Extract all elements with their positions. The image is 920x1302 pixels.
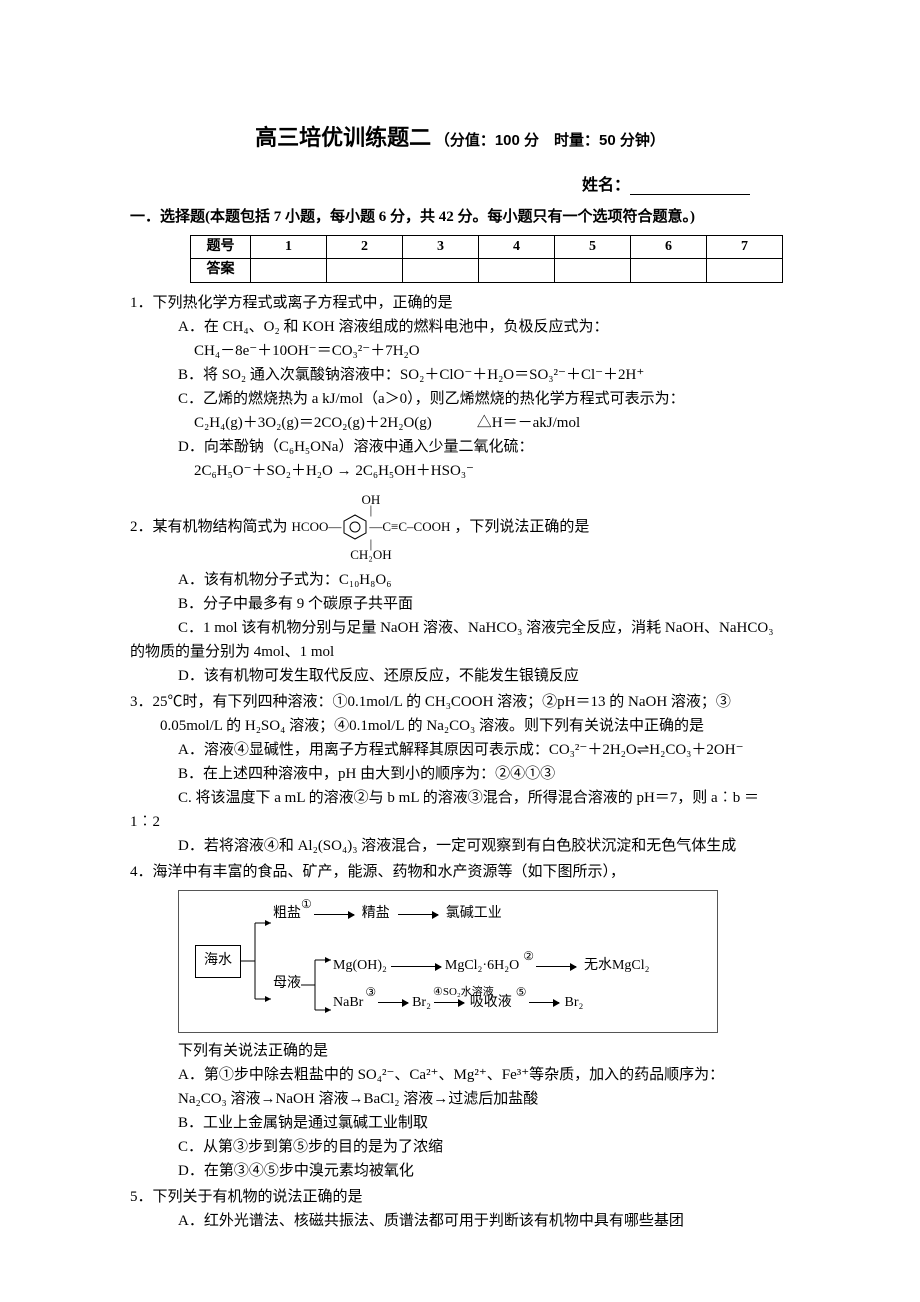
q4-opt-a-line1: A．第①步中除去粗盐中的 SO₄²⁻、Ca²⁺、Mg²⁺、Fe³⁺等杂质，加入的… (130, 1063, 790, 1087)
circ-1: ① (301, 895, 312, 914)
col-head: 7 (707, 235, 783, 258)
question-1: 1．下列热化学方程式或离子方程式中，正确的是 A．在 CH₄、O₂ 和 KOH … (130, 291, 790, 483)
struct-right: C≡C–COOH (382, 520, 450, 534)
q1-opt-d-line1: D．向苯酚钠（C₆H₅ONa）溶液中通入少量二氧化硫： (130, 435, 790, 459)
q4-opt-a-line2: Na₂CO₃ 溶液→NaOH 溶液→BaCl₂ 溶液→过滤后加盐酸 (130, 1087, 790, 1111)
q4-opt-c: C．从第③步到第⑤步的目的是为了浓缩 (130, 1135, 790, 1159)
question-2: 2．某有机物结构简式为 OH | HCOO — — C≡C–COOH | CH₂… (130, 493, 790, 689)
table-row: 答案 (191, 259, 783, 282)
q4-opt-d: D．在第③④⑤步中溴元素均被氧化 (130, 1159, 790, 1183)
jingsalt: 精盐 (362, 903, 390, 925)
q1-opt-d-line2: 2C₆H₅O⁻＋SO₂＋H₂O → 2C₆H₅OH＋HSO₃⁻ (130, 459, 790, 483)
circ-5: ⑤ (516, 983, 527, 1002)
q2-stem: 2．某有机物结构简式为 OH | HCOO — — C≡C–COOH | CH₂… (130, 493, 790, 563)
q3-opt-d: D．若将溶液④和 Al₂(SO₄)₃ 溶液混合，一定可观察到有白色胶状沉淀和无色… (130, 834, 790, 858)
q4-post: 下列有关说法正确的是 (130, 1039, 790, 1063)
struct-left: HCOO (292, 520, 329, 534)
answer-cell (403, 259, 479, 282)
br2-2: Br₂ (565, 992, 584, 1014)
q3-stem-line1: 3．25℃时，有下列四种溶液：①0.1mol/L 的 CH₃COOH 溶液；②p… (130, 690, 790, 714)
page-title-row: 高三培优训练题二 （分值：100 分 时量：50 分钟） (130, 120, 790, 155)
circ-3: ③ (365, 983, 376, 1002)
lvjian: 氯碱工业 (446, 903, 502, 925)
arrow-icon (536, 966, 576, 967)
nabr: NaBr (333, 992, 363, 1014)
q2-stem-post: ，下列说法正确的是 (454, 515, 589, 539)
name-label: 姓名： (582, 177, 630, 194)
col-head: 1 (251, 235, 327, 258)
br2-1: Br₂ (412, 992, 431, 1014)
seawater-box: 海水 (195, 945, 241, 977)
benzene-ring-icon (341, 513, 369, 541)
q3-stem-line2: 0.05mol/L 的 H₂SO₄ 溶液；④0.1mol/L 的 Na₂CO₃ … (130, 714, 790, 738)
q1-opt-a-line1: A．在 CH₄、O₂ 和 KOH 溶液组成的燃料电池中，负极反应式为： (130, 315, 790, 339)
question-3: 3．25℃时，有下列四种溶液：①0.1mol/L 的 CH₃COOH 溶液；②p… (130, 690, 790, 858)
row-label: 题号 (191, 235, 251, 258)
title-sub: （分值：100 分 时量：50 分钟） (435, 132, 665, 149)
circ-4: ④ (433, 986, 443, 998)
q5-stem: 5．下列关于有机物的说法正确的是 (130, 1185, 790, 1209)
cusalt: 粗盐 (273, 903, 301, 925)
answer-cell (631, 259, 707, 282)
arrow-icon (529, 1002, 559, 1003)
q1-opt-c-line1: C．乙烯的燃烧热为 a kJ/mol（a＞0），则乙烯燃烧的热化学方程式可表示为… (130, 387, 790, 411)
q2-structure: OH | HCOO — — C≡C–COOH | CH₂OH (292, 493, 451, 563)
diagram-row-top: 粗盐 ① 精盐 氯碱工业 (273, 903, 701, 925)
muye: 母液 (273, 973, 301, 995)
col-head: 4 (479, 235, 555, 258)
q2-opt-c-line1: C．1 mol 该有机物分别与足量 NaOH 溶液、NaHCO₃ 溶液完全反应，… (130, 616, 790, 640)
so2-sol: SO₂水溶液 (443, 986, 494, 998)
question-5: 5．下列关于有机物的说法正确的是 A．红外光谱法、核磁共振法、质谱法都可用于判断… (130, 1185, 790, 1233)
col-head: 5 (555, 235, 631, 258)
col-head: 6 (631, 235, 707, 258)
row-label: 答案 (191, 259, 251, 282)
mgcl2-6h2o: MgCl₂·6H₂O (445, 955, 519, 977)
answer-table: 题号 1 2 3 4 5 6 7 答案 (190, 235, 783, 283)
q1-opt-b: B．将 SO₂ 通入次氯酸钠溶液中：SO₂＋ClO⁻＋H₂O＝SO₃²⁻＋Cl⁻… (130, 363, 790, 387)
q2-opt-d: D．该有机物可发生取代反应、还原反应，不能发生银镜反应 (130, 664, 790, 688)
table-row: 题号 1 2 3 4 5 6 7 (191, 235, 783, 258)
q4-opt-b: B．工业上金属钠是通过氯碱工业制取 (130, 1111, 790, 1135)
diagram-row-bottom: 母液 Mg(OH)₂ MgCl₂·6H₂O (273, 950, 701, 1020)
q1-opt-a-line2: CH₄－8e⁻＋10OH⁻＝CO₃²⁻＋7H₂O (130, 339, 790, 363)
col-head: 3 (403, 235, 479, 258)
q2-opt-c-line2: 的物质的量分别为 4mol、1 mol (130, 640, 790, 664)
name-blank-line (630, 179, 750, 195)
circ-2: ② (523, 947, 534, 966)
answer-cell (327, 259, 403, 282)
q2-opt-a: A．该有机物分子式为：C₁₀H₈O₆ (130, 568, 790, 592)
arrow-icon (398, 914, 438, 915)
q4-stem: 4．海洋中有丰富的食品、矿产，能源、药物和水产资源等（如下图所示）， (130, 860, 790, 884)
q2-stem-pre: 2．某有机物结构简式为 (130, 515, 288, 539)
question-4: 4．海洋中有丰富的食品、矿产，能源、药物和水产资源等（如下图所示）， 海水 粗盐… (130, 860, 790, 1182)
answer-cell (707, 259, 783, 282)
arrow-icon (378, 1002, 408, 1003)
q4-diagram: 海水 粗盐 ① 精盐 氯碱工业 (178, 890, 718, 1032)
arrow-icon (314, 914, 354, 915)
section-1-head: 一．选择题(本题包括 7 小题，每小题 6 分，共 42 分。每小题只有一个选项… (130, 205, 790, 229)
branch-icon (241, 911, 273, 1011)
q1-opt-c-line2: C₂H₄(g)＋3O₂(g)＝2CO₂(g)＋2H₂O(g) △H＝－akJ/m… (130, 411, 790, 435)
diagram-row-br: NaBr ③ Br₂ ④SO₂水溶液 吸收液 ⑤ Br₂ (333, 992, 650, 1014)
wushui-mgcl2: 无水MgCl₂ (584, 955, 650, 977)
arrow-icon (391, 966, 441, 967)
arrow-icon (434, 1002, 464, 1003)
q3-opt-a: A．溶液④显碱性，用离子方程式解释其原因可表示成：CO₃²⁻＋2H₂O⇌H₂CO… (130, 738, 790, 762)
q2-opt-b: B．分子中最多有 9 个碳原子共平面 (130, 592, 790, 616)
mgoh2: Mg(OH)₂ (333, 955, 387, 977)
col-head: 2 (327, 235, 403, 258)
branch-icon (301, 950, 333, 1020)
q3-opt-c-line1: C. 将该温度下 a mL 的溶液②与 b mL 的溶液③混合，所得混合溶液的 … (130, 786, 790, 810)
q5-opt-a: A．红外光谱法、核磁共振法、质谱法都可用于判断该有机物中具有哪些基团 (130, 1209, 790, 1233)
answer-cell (479, 259, 555, 282)
title-main: 高三培优训练题二 (255, 125, 431, 150)
answer-cell (555, 259, 631, 282)
q3-opt-c-line2: 1︰2 (130, 810, 790, 834)
q1-stem: 1．下列热化学方程式或离子方程式中，正确的是 (130, 291, 790, 315)
name-row: 姓名： (130, 173, 790, 199)
answer-cell (251, 259, 327, 282)
diagram-row-mg: Mg(OH)₂ MgCl₂·6H₂O ② 无水MgCl₂ (333, 955, 650, 977)
struct-bottom: CH₂OH (350, 548, 391, 562)
q3-opt-b: B．在上述四种溶液中，pH 由大到小的顺序为：②④①③ (130, 762, 790, 786)
